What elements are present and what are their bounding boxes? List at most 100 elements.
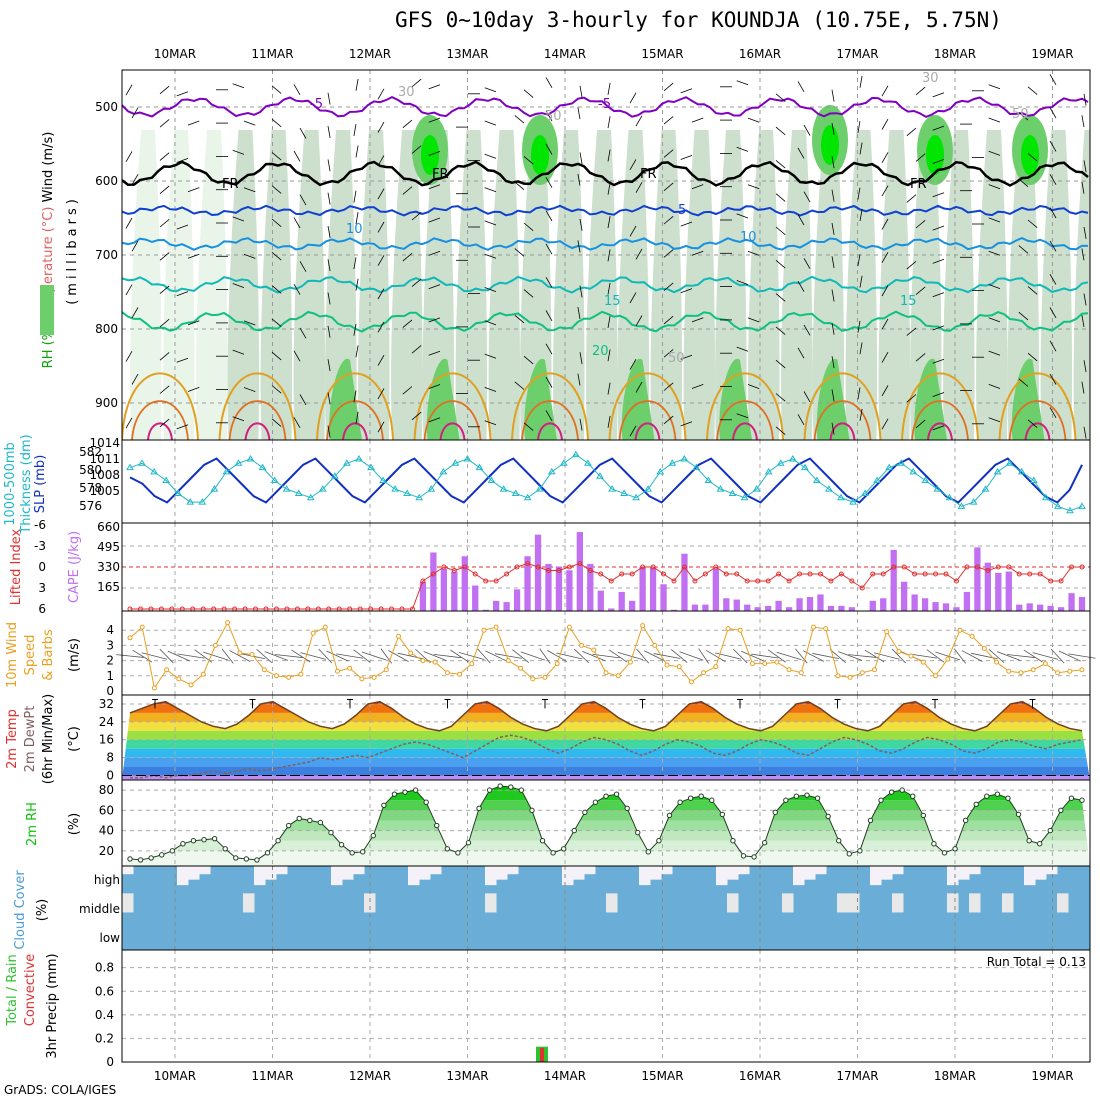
cape-bar [1078, 597, 1086, 611]
ylabel-text: 1000-500mb [3, 442, 18, 526]
li-marker [566, 564, 572, 570]
wind-marker [249, 652, 255, 658]
wind-barb [411, 411, 422, 421]
wind-barb [1018, 178, 1029, 188]
cloud-gap-high [661, 866, 673, 875]
contour-label: -5 [598, 97, 611, 112]
isotherm-arch [511, 372, 589, 440]
cloud-gap-high [958, 866, 970, 880]
wind-barb [271, 285, 282, 294]
wind-barb [264, 651, 289, 661]
cloud-gap-middle [947, 893, 959, 913]
rh-plume [391, 130, 423, 440]
li-line [130, 562, 1082, 610]
cloud-gap-middle [606, 893, 618, 913]
cloud-gap-high [199, 866, 211, 875]
cape-bar [587, 563, 594, 611]
thickness-marker [559, 459, 568, 466]
li-marker [420, 578, 426, 584]
cloud-gap-high [353, 866, 365, 875]
wind-marker [749, 661, 755, 667]
isotherm-arch [829, 422, 856, 440]
cloud-gap-middle [892, 893, 904, 913]
wind-barb [411, 345, 422, 354]
wind-barb [512, 649, 530, 663]
contour-label: FR [222, 177, 239, 192]
cloud-gap-high [870, 866, 882, 886]
wind-barb [859, 408, 863, 421]
rh-units: (%) [67, 813, 82, 836]
wind-marker [554, 661, 560, 667]
wind-barb [579, 152, 583, 165]
wind-marker [859, 670, 865, 676]
cape-bar [670, 609, 678, 611]
wind-barb [663, 82, 674, 92]
tick-label: 0.8 [95, 961, 114, 975]
wind-barb [318, 648, 333, 664]
contour-label: -5 [310, 97, 323, 112]
rh-plume-moist [914, 358, 947, 440]
thickness-marker [692, 463, 701, 471]
wind-barb [1049, 74, 1057, 86]
rh-marker [486, 787, 493, 793]
ylabel-text: 2m RH [25, 802, 40, 846]
li-marker [577, 561, 583, 566]
rh-marker [137, 857, 144, 863]
ylabel-text: (%) [35, 899, 50, 922]
wind-barb [680, 221, 693, 227]
cape-bar [1047, 605, 1054, 611]
cape-bar [608, 608, 615, 611]
wind-barb [1081, 181, 1085, 194]
cloud-gap-high [881, 866, 893, 880]
wind-barb [159, 152, 170, 161]
wind-barb [355, 411, 359, 424]
rh-marker [931, 841, 937, 847]
li-marker [912, 571, 918, 577]
wind-barb [428, 250, 441, 256]
wind-barb [411, 145, 422, 154]
temp-band [122, 739, 1090, 749]
wind-barb [116, 654, 144, 658]
rh-marker [1068, 795, 1075, 801]
contour-label: 15 [900, 294, 917, 309]
wind-barb [988, 284, 1001, 289]
wind-barb [663, 116, 674, 125]
cape-bar [1037, 604, 1044, 611]
isotherm-arch [147, 422, 173, 440]
wind-barb [831, 256, 835, 269]
cape-bar [482, 609, 489, 611]
rh-marker [666, 812, 673, 819]
wind-barb [797, 347, 805, 359]
wind-barb [881, 218, 889, 230]
rh-marker [370, 832, 376, 839]
rh-marker [793, 793, 800, 799]
thickness-ylabel: Thickness (dm) [19, 434, 34, 534]
thickness-marker [776, 459, 785, 466]
thickness-marker [523, 493, 532, 501]
wind-barb [1058, 650, 1081, 662]
cloud-gap-high [496, 866, 508, 880]
li-marker [713, 564, 719, 570]
wind-barb [932, 292, 945, 298]
wind-marker [786, 667, 792, 673]
cape-bar [890, 549, 897, 611]
tick-label: -6 [34, 518, 46, 532]
thickness-marker [656, 467, 665, 475]
wind-barb [428, 317, 441, 323]
cape-bar [921, 598, 929, 611]
wind-barb [582, 650, 606, 662]
rh-marker [740, 853, 747, 859]
wind-barb [327, 159, 331, 172]
wind-barb [428, 417, 441, 423]
thickness-marker [873, 476, 882, 483]
thickness-marker [162, 476, 171, 483]
li-marker [661, 571, 667, 577]
thickness-marker [306, 493, 315, 501]
thickness-marker [608, 485, 616, 492]
wind-barb [831, 322, 835, 335]
li-marker [462, 564, 468, 570]
wind-barb [271, 385, 282, 394]
contour-label: 20 [592, 344, 609, 359]
wind-barb [635, 315, 643, 327]
rh-marker [825, 813, 831, 820]
